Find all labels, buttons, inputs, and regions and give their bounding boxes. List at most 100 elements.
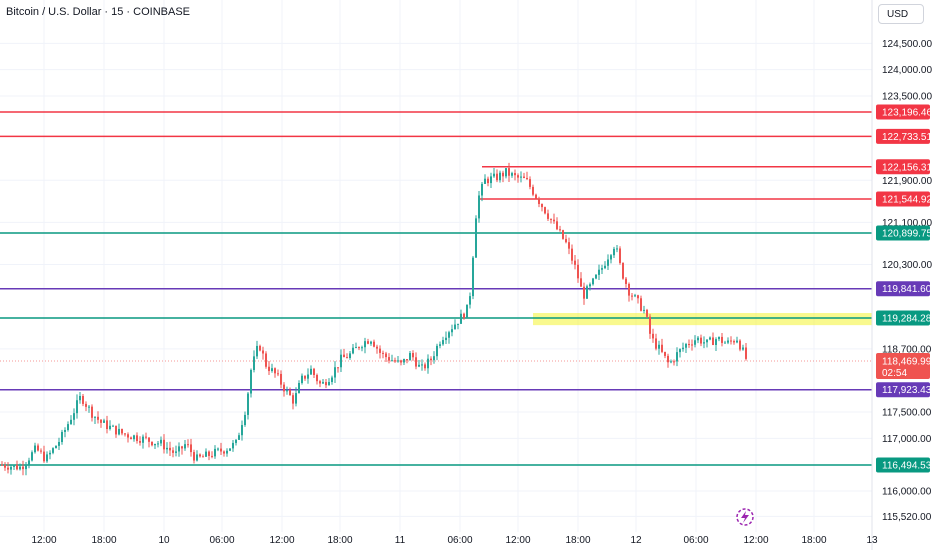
candle-body: [499, 172, 501, 181]
candle-body: [472, 257, 474, 297]
candle-body: [655, 338, 657, 349]
candle-body: [379, 348, 381, 353]
candle-body: [391, 360, 393, 362]
candle-body: [673, 361, 675, 363]
candle-body: [688, 343, 690, 345]
candle-body: [601, 268, 603, 270]
candle-body: [130, 437, 132, 440]
candle-body: [484, 178, 486, 184]
price-tag-label: 119,841.60: [882, 284, 932, 295]
candle-body: [271, 368, 273, 372]
candle-body: [745, 347, 747, 359]
last-price-tag: 118,469.99 02:54: [876, 352, 932, 379]
candle-body: [679, 349, 681, 353]
candle-body: [598, 269, 600, 275]
candle-body: [445, 337, 447, 341]
candle-body: [700, 337, 702, 344]
candle-body: [532, 186, 534, 195]
candle-body: [544, 207, 546, 214]
candle-body: [340, 354, 342, 368]
candle-body: [658, 344, 660, 349]
candle-body: [436, 345, 438, 357]
candle-body: [610, 255, 612, 260]
candle-body: [595, 274, 597, 279]
candle-body: [550, 218, 552, 220]
candle-body: [403, 359, 405, 363]
candle-body: [157, 443, 159, 445]
candle-body: [448, 332, 450, 338]
candle-body: [310, 368, 312, 375]
candle-body: [535, 194, 537, 199]
candle-body: [586, 286, 588, 299]
candle-body: [508, 168, 510, 176]
time-tick-label: 12: [630, 535, 642, 546]
candle-body: [634, 295, 636, 297]
candle-body: [463, 313, 465, 318]
price-tag-label: 116,494.53: [882, 461, 932, 472]
candle-body: [481, 183, 483, 196]
candle-body: [364, 341, 366, 348]
candle-body: [352, 347, 354, 354]
lightning-icon[interactable]: [736, 508, 754, 526]
candle-body: [556, 221, 558, 230]
candle-body: [694, 340, 696, 345]
last-price-tag-bg: [876, 352, 930, 379]
candle-body: [316, 374, 318, 382]
candle-body: [229, 448, 231, 451]
candle-body: [253, 356, 255, 370]
candle-body: [148, 437, 150, 442]
candle-body: [199, 454, 201, 457]
candle-body: [415, 357, 417, 367]
price-tag-bg: [876, 225, 930, 241]
candle-body: [211, 455, 213, 457]
candle-body: [619, 248, 621, 263]
candle-body: [193, 452, 195, 461]
candle-body: [106, 420, 108, 430]
price-tag-bg: [876, 104, 930, 120]
candle-body: [580, 278, 582, 287]
candle-body: [109, 425, 111, 430]
candle-body: [190, 444, 192, 453]
price-tag-label: 122,156.31: [882, 162, 932, 173]
candle-body: [142, 436, 144, 443]
candle-body: [301, 375, 303, 384]
candle-body: [736, 340, 738, 343]
candle-body: [196, 454, 198, 461]
candle-body: [625, 278, 627, 284]
candle-body: [136, 435, 138, 442]
candle-body: [16, 464, 18, 470]
candle-body: [382, 352, 384, 354]
candle-body: [715, 339, 717, 346]
candle-body: [220, 448, 222, 452]
candle-body: [181, 446, 183, 449]
candle-body: [49, 452, 51, 455]
last-price-label: 118,469.99: [882, 356, 932, 367]
candle-body: [232, 442, 234, 449]
candle-body: [355, 347, 357, 349]
candle-body: [496, 173, 498, 181]
candle-body: [490, 176, 492, 184]
candle-body: [124, 433, 126, 435]
candle-body: [85, 403, 87, 407]
candle-body: [727, 340, 729, 343]
price-tag-bg: [876, 191, 930, 207]
price-tag-bg: [876, 382, 930, 398]
candle-body: [547, 213, 549, 219]
candle-body: [394, 360, 396, 362]
price-tag-label: 119,284.28: [882, 314, 932, 325]
candle-body: [94, 416, 96, 418]
candle-body: [691, 344, 693, 346]
candle-body: [541, 203, 543, 208]
price-tag-label: 122,733.51: [882, 132, 932, 143]
candle-body: [616, 248, 618, 250]
candle-body: [103, 420, 105, 423]
candle-body: [511, 173, 513, 176]
candle-body: [631, 295, 633, 297]
candle-body: [160, 439, 162, 444]
candle-body: [259, 345, 261, 351]
time-tick-label: 12:00: [31, 535, 56, 546]
candle-body: [322, 382, 324, 384]
currency-button[interactable]: USD: [878, 4, 924, 24]
candle-body: [286, 389, 288, 392]
